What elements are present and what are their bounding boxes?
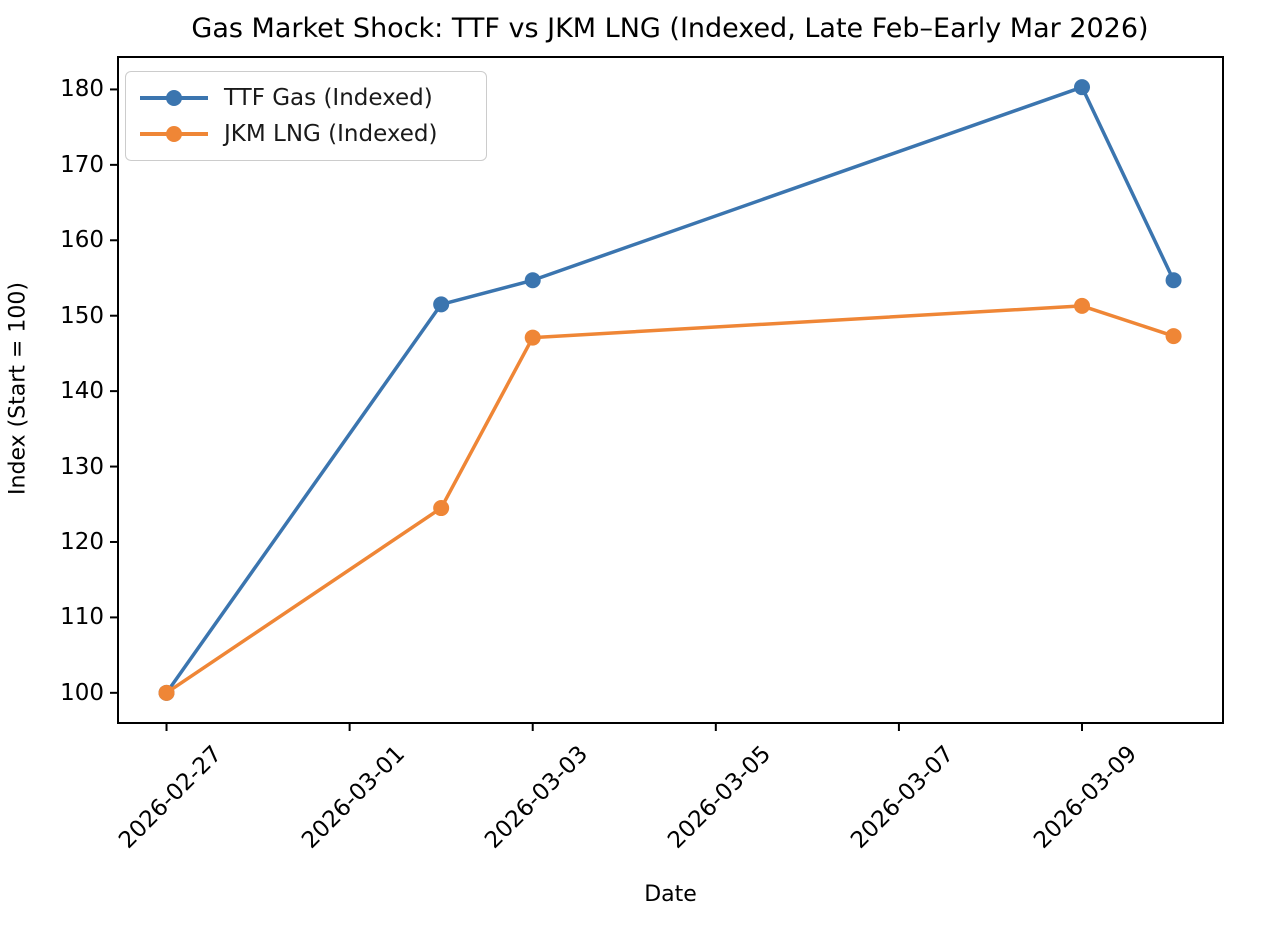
- plot-frame: [117, 56, 1224, 724]
- data-point-marker-series-0: [433, 296, 450, 313]
- chart-title: Gas Market Shock: TTF vs JKM LNG (Indexe…: [191, 13, 1149, 44]
- y-tick-label: 180: [60, 76, 104, 103]
- series-line-0: [165, 85, 1176, 694]
- legend-label-jkm: JKM LNG (Indexed): [224, 120, 438, 147]
- y-tick-label: 120: [60, 528, 104, 555]
- series-line-1: [165, 304, 1175, 695]
- data-point-marker-series-0: [524, 272, 541, 289]
- y-tick-label: 100: [60, 679, 104, 706]
- y-tick-label: 150: [60, 302, 104, 329]
- data-point-marker-series-1: [1074, 297, 1091, 314]
- legend-item-ttf: TTF Gas (Indexed): [138, 85, 476, 111]
- data-point-marker-series-1: [433, 500, 450, 517]
- x-axis-label: Date: [644, 882, 697, 907]
- legend-item-jkm: JKM LNG (Indexed): [138, 121, 476, 147]
- legend: TTF Gas (Indexed) JKM LNG (Indexed): [125, 71, 487, 161]
- y-tick-label: 130: [60, 453, 104, 480]
- data-point-marker-series-1: [158, 684, 175, 701]
- legend-line-marker-sample-jkm: [140, 125, 208, 142]
- legend-line-marker-sample-ttf: [140, 90, 208, 107]
- y-tick-label: 110: [60, 604, 104, 631]
- data-point-marker-series-0: [1074, 79, 1091, 96]
- y-tick-label: 140: [60, 378, 104, 405]
- data-point-marker-series-1: [1165, 328, 1182, 345]
- data-point-marker-series-0: [1165, 272, 1182, 289]
- y-tick-label: 160: [60, 227, 104, 254]
- y-axis-label: Index (Start = 100): [5, 282, 31, 495]
- legend-label-ttf: TTF Gas (Indexed): [224, 85, 433, 112]
- data-point-marker-series-1: [524, 329, 541, 346]
- y-tick-label: 170: [60, 151, 104, 178]
